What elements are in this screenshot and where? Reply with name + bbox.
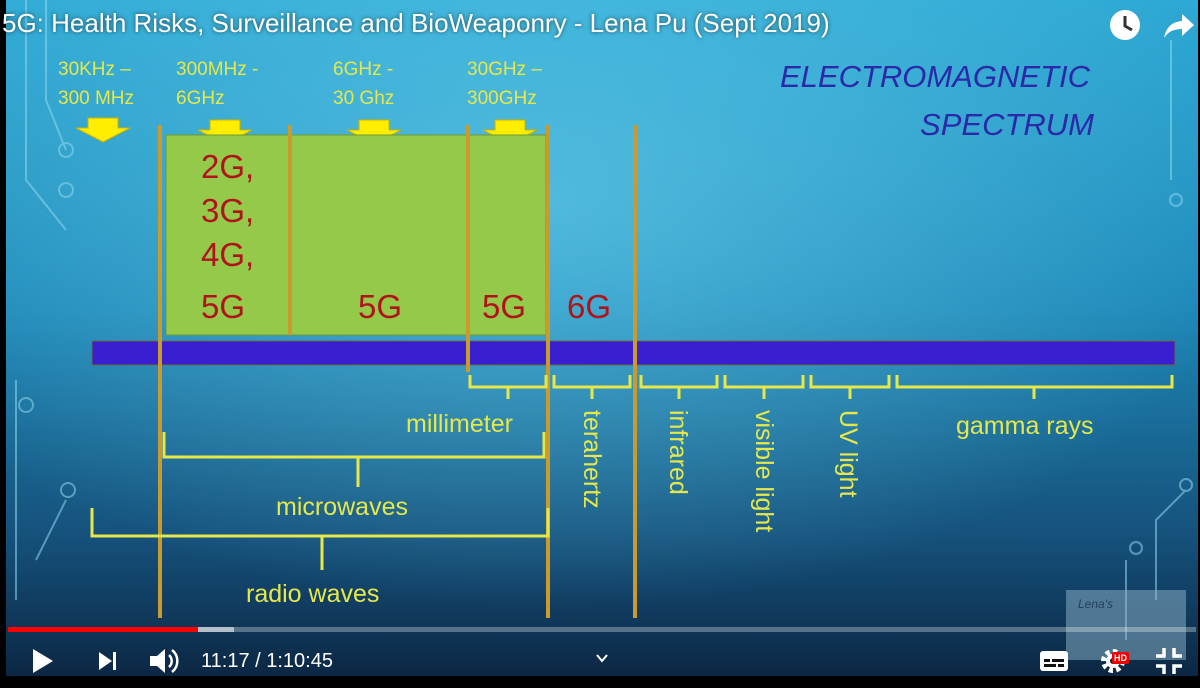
label-terahertz: terahertz (578, 410, 606, 509)
band-range-4-line1: 30GHz – (467, 59, 542, 80)
range-brackets (90, 375, 1174, 570)
band-range-2-line1: 300MHz - (176, 59, 258, 80)
video-frame[interactable]: ELECTROMAGNETIC SPECTRUM 30KHz – 300 MHz… (6, 0, 1198, 676)
chevron-down-icon[interactable] (594, 650, 610, 666)
slide-heading-line1: ELECTROMAGNETIC (780, 59, 1091, 94)
play-icon[interactable] (30, 646, 56, 676)
gen-5g-c: 5G (482, 288, 526, 325)
watch-later-clock-icon[interactable] (1108, 8, 1142, 42)
label-radio-waves: radio waves (246, 580, 379, 608)
arrow-down-icons (75, 117, 538, 145)
label-gamma-rays: gamma rays (956, 412, 1094, 440)
cellular-band-box (165, 134, 547, 336)
label-uv-light: UV light (834, 410, 862, 498)
time-display: 11:17 / 1:10:45 (201, 650, 333, 672)
subtitles-icon[interactable] (1038, 646, 1070, 676)
label-visible-light: visible light (750, 410, 778, 532)
slide-heading-line2: SPECTRUM (920, 107, 1094, 142)
gen-6g: 6G (567, 288, 611, 325)
volume-icon[interactable] (148, 646, 180, 676)
gen-5g-a: 5G (201, 288, 245, 325)
gen-4g: 4G, (201, 236, 254, 273)
hd-badge: HD (1112, 652, 1129, 664)
gen-2g: 2G, (201, 148, 254, 185)
gen-5g-b: 5G (358, 288, 402, 325)
band-range-3-line2: 30 Ghz (333, 88, 394, 109)
watermark-text: Lena's (1078, 597, 1113, 611)
band-range-4-line2: 300GHz (467, 88, 537, 109)
exit-fullscreen-icon[interactable] (1154, 646, 1184, 676)
progress-bar[interactable] (8, 627, 1196, 632)
label-microwaves: microwaves (276, 493, 408, 521)
share-arrow-icon[interactable] (1162, 8, 1196, 42)
label-millimeter: millimeter (406, 410, 513, 438)
progress-played (8, 627, 199, 632)
band-range-3-line1: 6GHz - (333, 59, 393, 80)
label-infrared: infrared (664, 410, 692, 495)
band-range-1-line2: 300 MHz (58, 88, 134, 109)
watermark-logo (1066, 590, 1186, 660)
next-icon[interactable] (96, 646, 120, 676)
gen-3g: 3G, (201, 192, 254, 229)
band-range-1-line1: 30KHz – (58, 59, 131, 80)
video-title[interactable]: 5G: Health Risks, Surveillance and BioWe… (2, 8, 830, 38)
band-range-2-line2: 6GHz (176, 88, 225, 109)
